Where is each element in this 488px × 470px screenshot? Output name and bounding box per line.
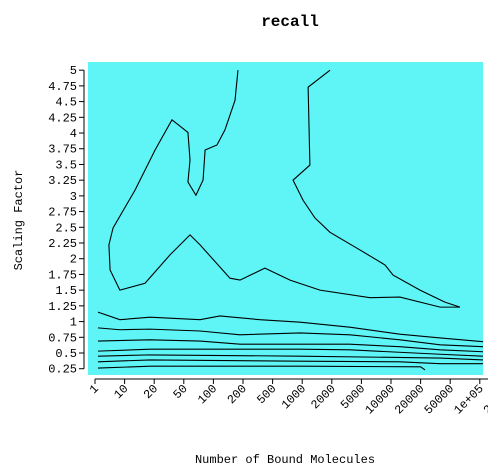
x-tick-label: 10 [111, 382, 131, 402]
y-tick-label: 4 [70, 127, 77, 141]
y-tick-label: 1.5 [55, 284, 77, 298]
y-tick-label: 2.75 [48, 206, 77, 220]
y-tick-label: 3.75 [48, 143, 77, 157]
chart-title: recall [261, 13, 319, 31]
y-tick-label: 0.5 [55, 347, 77, 361]
x-tick-label: 100 [195, 382, 220, 407]
y-tick-label: 1 [70, 316, 77, 330]
y-tick-label: 0.25 [48, 363, 77, 377]
contour-line [108, 69, 461, 308]
y-tick-label: 5 [70, 64, 77, 78]
contour-line [97, 365, 426, 371]
y-tick-label: 1.25 [48, 300, 77, 314]
y-tick-label: 0.75 [48, 331, 77, 345]
contour-line [97, 311, 484, 343]
plot-area [88, 62, 483, 375]
x-tick-label: 1000 [279, 382, 309, 412]
y-tick-label: 2 [70, 253, 77, 267]
contour-line [97, 348, 484, 357]
x-tick-label: 10000 [362, 382, 397, 417]
x-axis-label: Number of Bound Molecules [195, 453, 375, 467]
x-tick-label: 200 [225, 382, 250, 407]
contour-line [97, 359, 484, 365]
contour-line [97, 339, 484, 353]
x-tick-label: 500 [254, 382, 279, 407]
y-tick-label: 1.75 [48, 268, 77, 282]
x-tick-label: 20 [141, 382, 161, 402]
y-tick-label: 4.75 [48, 80, 77, 94]
x-tick-label: 50 [171, 382, 191, 402]
x-tick-label: 1 [87, 382, 102, 397]
x-tick-label: 2000 [308, 382, 338, 412]
x-tick-label: 1e+05 [451, 382, 486, 417]
contour-line [97, 354, 484, 361]
x-tick-label: 20000 [392, 382, 427, 417]
y-tick-label: 4.5 [55, 96, 77, 110]
x-tick-label: 50000 [422, 382, 457, 417]
y-tick-label: 3 [70, 190, 77, 204]
y-axis-label: Scaling Factor [12, 170, 26, 271]
y-tick-label: 2.25 [48, 237, 77, 251]
y-tick-label: 2.5 [55, 221, 77, 235]
y-tick-label: 3.5 [55, 158, 77, 172]
y-tick-label: 4.25 [48, 111, 77, 125]
y-tick-label: 3.25 [48, 174, 77, 188]
contour-line [97, 327, 484, 348]
